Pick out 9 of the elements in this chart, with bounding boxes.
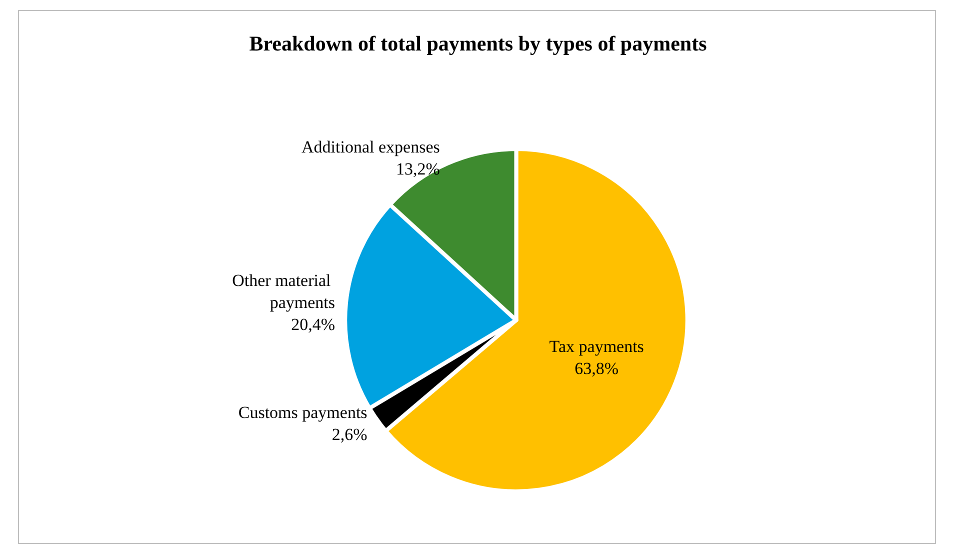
data-label: 13,2% <box>396 160 440 179</box>
data-label: 20,4% <box>291 314 336 334</box>
chart-title: Breakdown of total payments by types of payments <box>249 32 707 56</box>
slice-label: Tax payments <box>549 336 644 356</box>
data-label: 2,6% <box>332 424 368 444</box>
slice-label: Other material payments <box>232 270 336 312</box>
slice-label: Additional expenses <box>302 138 440 157</box>
data-label: 63,8% <box>574 358 619 378</box>
slice-label: Customs payments <box>238 402 368 422</box>
